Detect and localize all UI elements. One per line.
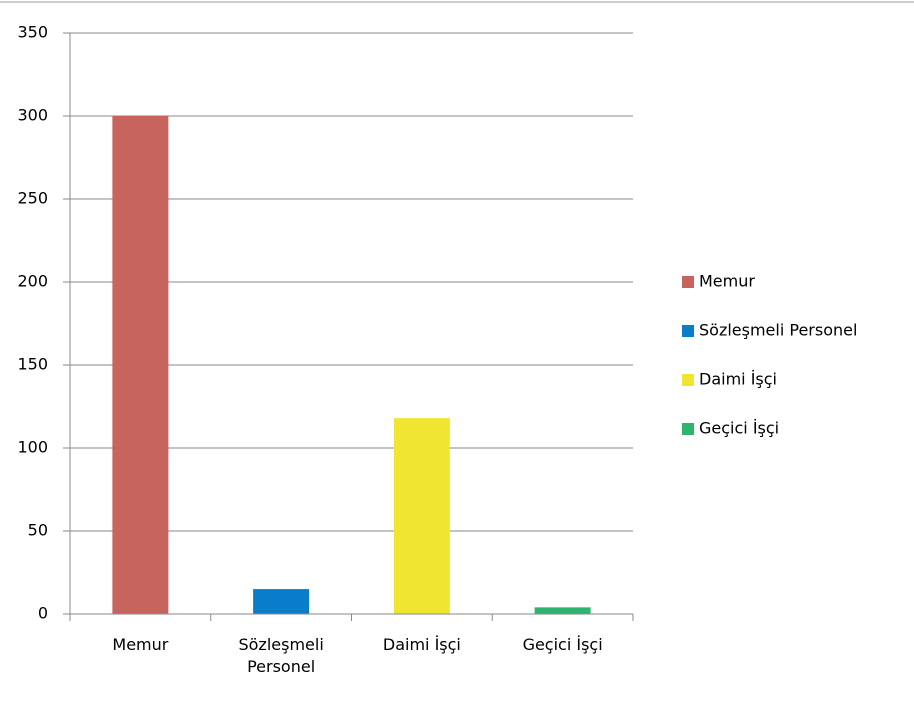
y-tick-label: 150 [17,355,48,374]
y-tick-label: 200 [17,272,48,291]
x-tick-label: Daimi İşçi [382,635,461,654]
legend-label: Daimi İşçi [699,370,777,389]
legend-swatch [682,276,694,288]
y-tick-label: 300 [17,106,48,125]
x-tick-label: Sözleşmeli Personel [238,635,324,676]
y-tick-label: 250 [17,189,48,208]
legend-swatch [682,423,694,435]
x-tick-label: Memur [112,635,169,654]
legend-label: Memur [699,272,755,291]
y-tick-label: 0 [38,604,48,623]
y-tick-label: 350 [17,23,48,42]
legend-swatch [682,374,694,386]
legend-swatch [682,325,694,337]
y-tick-label: 50 [28,521,48,540]
x-tick-label: Geçici İşçi [522,635,603,654]
bar [112,116,169,614]
legend-label: Sözleşmeli Personel [699,321,857,340]
bar [393,418,450,614]
legend-label: Geçici İşçi [699,419,779,438]
y-tick-label: 100 [17,438,48,457]
bar [253,589,310,614]
bar [534,607,591,614]
